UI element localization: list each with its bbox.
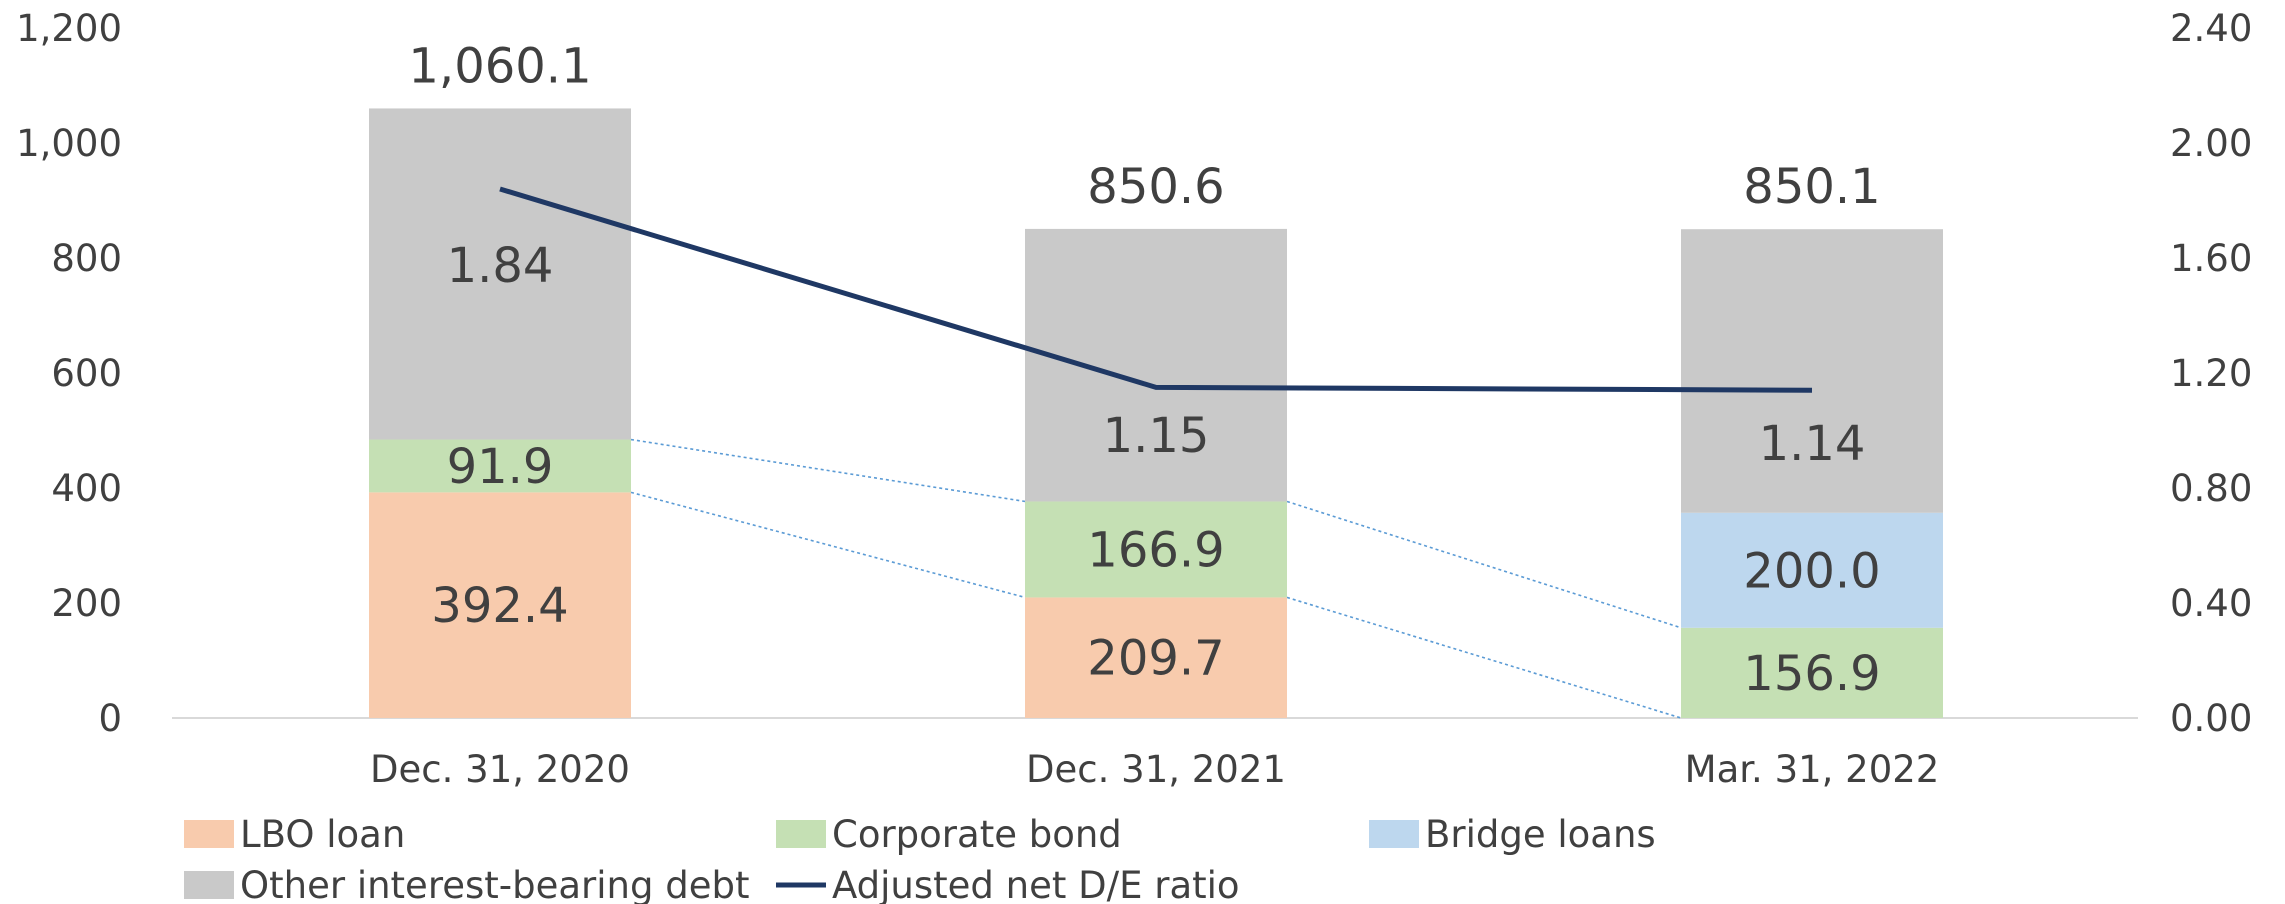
total-label: 1,060.1 [408,38,591,94]
connector-lines [630,438,1682,719]
category-label: Dec. 31, 2020 [370,748,630,791]
bar-segment-bridge-loans [1681,512,1943,628]
bar-segment-other-interest-bearing-debt [1681,229,1943,513]
segment-label-corporate-bond: 166.9 [1087,522,1224,578]
right-axis-tick-label: 0.40 [2170,582,2252,625]
de-ratio-line [499,186,1813,393]
legend-label: Other interest-bearing debt [240,864,749,904]
x-axis-categories: Dec. 31, 2020 Dec. 31, 2021 Mar. 31, 2022 [370,748,1939,791]
de-ratio-label: 1.14 [1759,416,1866,472]
bar-segment-other-interest-bearing-debt [369,108,631,440]
legend-item-other-interest-bearing-debt: Other interest-bearing debt [184,864,749,904]
left-axis-tick-label: 800 [51,237,122,280]
legend-label: LBO loan [240,813,405,856]
left-axis-tick-label: 400 [51,467,122,510]
de-ratio-line-path [499,186,1813,393]
legend-label: Corporate bond [832,813,1122,856]
right-axis-tick-label: 1.60 [2170,237,2252,280]
legend-label: Bridge loans [1425,813,1656,856]
segment-label-lbo-loan: 392.4 [431,578,568,634]
connector-line [630,438,1026,503]
bar-segment-corporate-bond [1025,501,1287,598]
right-axis-tick-label: 2.40 [2170,7,2252,50]
legend-swatch [776,820,826,848]
segment-label-corporate-bond: 91.9 [447,439,554,495]
legend-swatch [184,820,234,848]
bar-segment-other-interest-bearing-debt [1025,228,1287,502]
left-axis-tick-label: 1,000 [16,122,122,165]
legend: LBO loan Corporate bond Bridge loans Other … [184,813,1656,904]
de-ratio-label: 1.15 [1103,408,1210,464]
segment-label-lbo-loan: 209.7 [1087,631,1224,687]
category-label: Dec. 31, 2021 [1026,748,1286,791]
legend-swatch [1369,820,1419,848]
bar-segment-corporate-bond [1681,627,1943,718]
right-axis-tick-label: 1.20 [2170,352,2252,395]
connector-line [630,491,1026,599]
right-axis-tick-label: 0.00 [2170,697,2252,740]
left-axis-tick-label: 600 [51,352,122,395]
category-label: Mar. 31, 2022 [1685,748,1940,791]
de-ratio-label: 1.84 [447,238,554,294]
left-axis-tick-label: 0 [98,697,122,740]
legend-swatch [184,871,234,899]
legend-label: Adjusted net D/E ratio [832,864,1240,904]
total-label: 850.1 [1743,159,1880,215]
right-axis-tick-label: 0.80 [2170,467,2252,510]
segment-labels: 392.4 91.9 209.7 166.9 156.9 200.0 [431,439,1880,702]
bar-segment-lbo-loan [369,492,631,718]
right-axis-tick-label: 2.00 [2170,122,2252,165]
legend-item-lbo-loan: LBO loan [184,813,405,856]
left-y-axis: 0 200 400 600 800 1,000 1,200 [16,7,122,740]
total-label: 850.6 [1087,159,1224,215]
right-y-axis: 0.00 0.40 0.80 1.20 1.60 2.00 2.40 [2170,7,2252,740]
left-axis-tick-label: 1,200 [16,7,122,50]
bar-segment-corporate-bond [369,439,631,493]
left-axis-tick-label: 200 [51,582,122,625]
legend-item-bridge-loans: Bridge loans [1369,813,1656,856]
de-ratio-labels: 1.84 1.15 1.14 [447,238,1866,472]
total-labels: 1,060.1 850.6 850.1 [408,38,1880,215]
bar-segment-lbo-loan [1025,597,1287,718]
stacked-bars [369,108,1943,718]
legend-item-corporate-bond: Corporate bond [776,813,1122,856]
connector-line [1286,596,1682,719]
segment-label-corporate-bond: 156.9 [1743,646,1880,702]
connector-line [1286,500,1682,629]
segment-label-bridge-loans: 200.0 [1743,543,1880,599]
legend-item-adjusted-net-d-e-ratio: Adjusted net D/E ratio [776,864,1240,904]
